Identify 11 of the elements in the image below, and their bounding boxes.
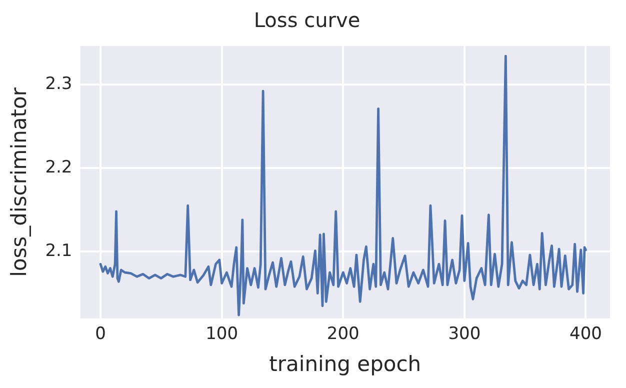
y-tick-label: 2.3 xyxy=(45,74,72,94)
x-tick-label: 400 xyxy=(570,324,602,344)
x-tick-label: 100 xyxy=(206,324,238,344)
x-axis-title: training epoch xyxy=(269,352,422,376)
x-tick-label: 300 xyxy=(448,324,481,344)
x-tick-label: 200 xyxy=(326,324,360,344)
chart-title: Loss curve xyxy=(254,8,360,32)
x-tick-label: 0 xyxy=(95,324,106,344)
y-tick-label: 2.2 xyxy=(45,157,72,178)
y-axis-title: loss_discriminator xyxy=(7,87,32,277)
y-tick-label: 2.1 xyxy=(45,240,72,261)
